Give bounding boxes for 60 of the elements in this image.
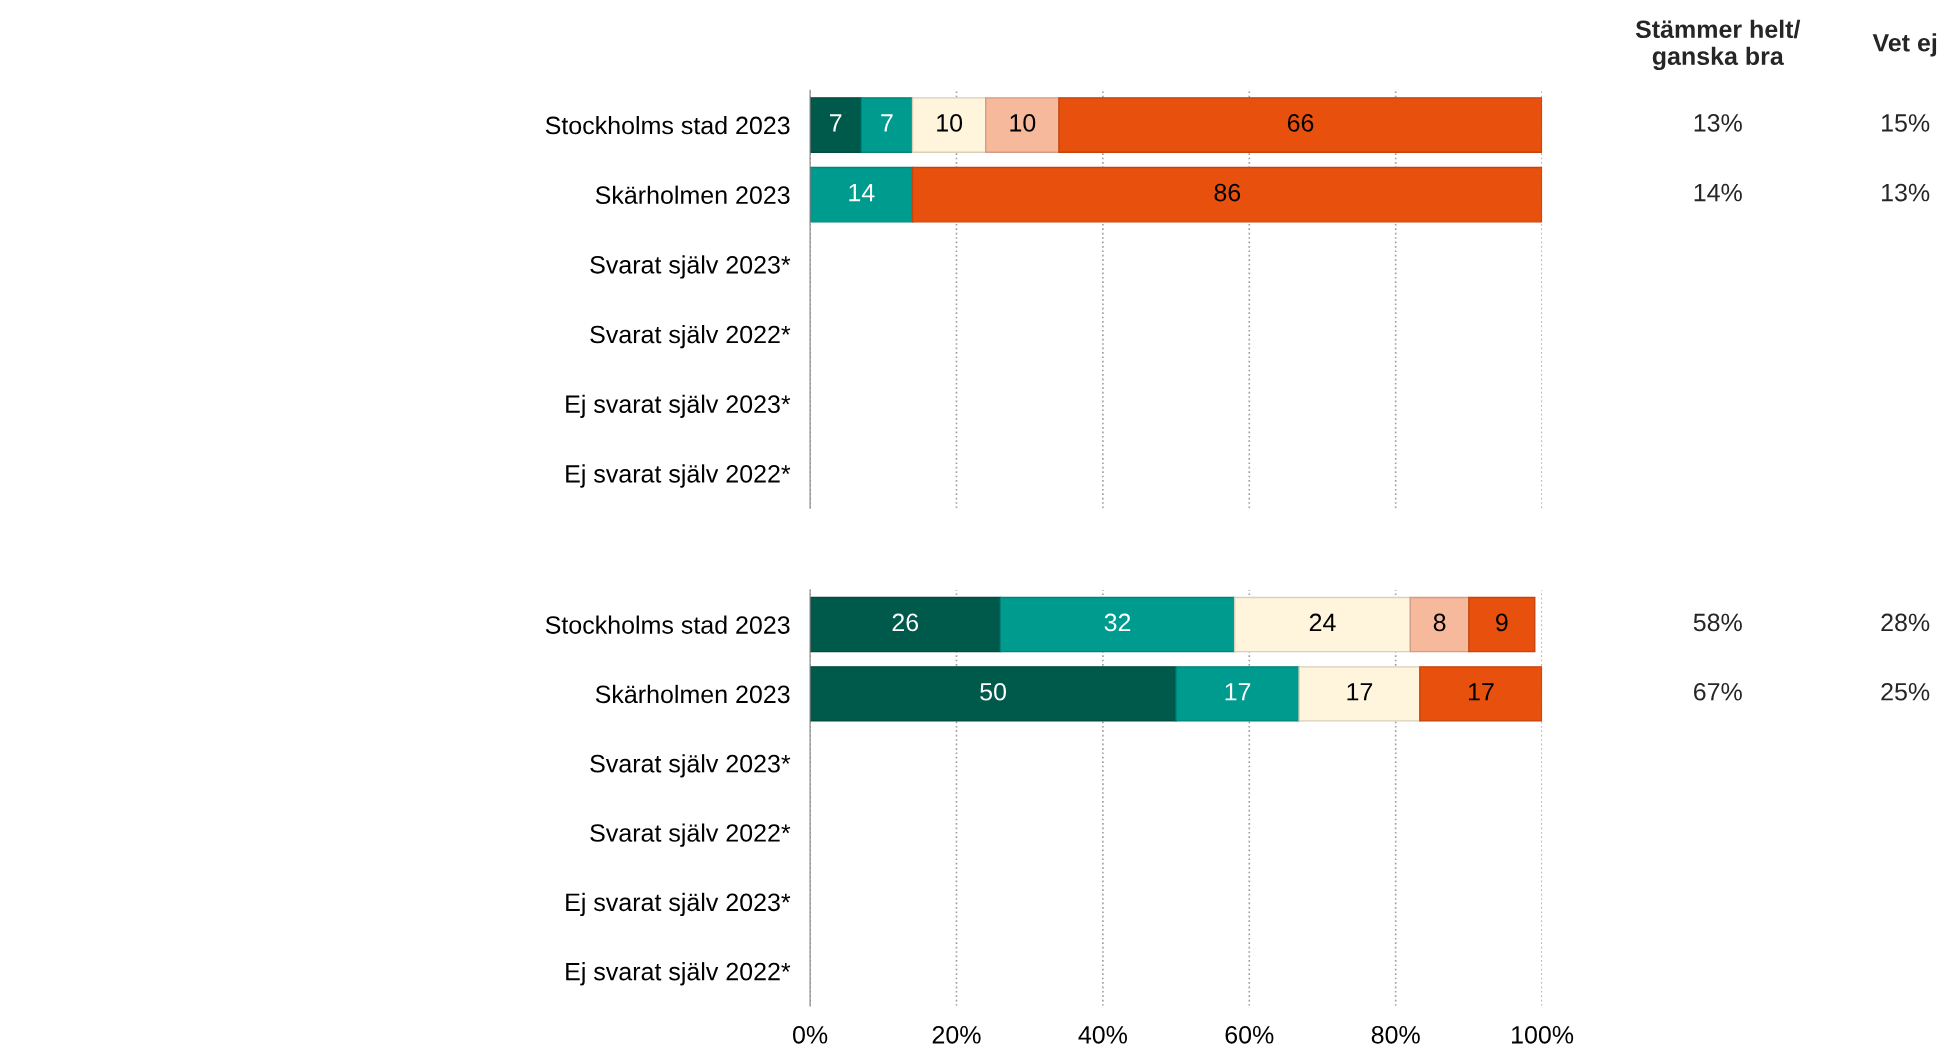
y-tick-label: Ej svarat själv 2023*: [566, 394, 791, 418]
data-label: 10: [937, 114, 963, 132]
bar: [1468, 596, 1536, 653]
y-tick-label: Svarat själv 2022*: [590, 823, 791, 847]
data-label: 50: [980, 682, 1007, 701]
text: 25%: [1881, 682, 1930, 701]
text: 13%: [1694, 114, 1742, 132]
y-tick-label: Stockholms stad 2023: [545, 115, 790, 135]
x-tick-label: 80%: [1371, 1025, 1420, 1044]
data-label: 14: [849, 183, 875, 202]
bar: [810, 97, 863, 153]
bar: [1233, 596, 1412, 653]
x-tick-label: 100%: [1512, 1025, 1574, 1044]
data-label: 17: [1225, 683, 1251, 701]
text: 58%: [1693, 613, 1742, 632]
y-tick-label: Stockholms stad 2023: [545, 615, 790, 634]
data-label: 66: [1287, 114, 1314, 132]
text: 15%: [1882, 114, 1930, 132]
text: 14%: [1694, 183, 1742, 202]
data-label: 10: [1010, 114, 1036, 132]
x-tick-label: 0%: [792, 1025, 828, 1044]
bar: [999, 596, 1236, 653]
data-label: 8: [1433, 613, 1446, 632]
x-tick-label: 60%: [1225, 1025, 1274, 1044]
data-label: 24: [1309, 613, 1336, 632]
data-label: 86: [1214, 183, 1241, 202]
data-label: 26: [892, 613, 919, 632]
y-tick-label: Svarat själv 2023*: [590, 255, 791, 279]
bar: [911, 166, 1543, 223]
data-label: 17: [1468, 683, 1494, 701]
bar: [1175, 666, 1300, 722]
data-label: 7: [881, 114, 893, 132]
bar: [985, 97, 1060, 153]
y-tick-label: Skärholmen 2023: [595, 684, 790, 704]
bar: [810, 666, 1177, 722]
data-label: 7: [830, 114, 842, 132]
bar: [1058, 97, 1543, 153]
text: Vet ej: [1872, 33, 1937, 57]
text: 28%: [1881, 613, 1930, 632]
data-label: 17: [1347, 683, 1373, 701]
bar: [1298, 666, 1421, 722]
bar: [1409, 596, 1470, 653]
y-tick-label: Ej svarat själv 2022*: [566, 464, 791, 488]
bar: [1419, 666, 1543, 722]
text: 67%: [1694, 682, 1742, 701]
text: 13%: [1882, 183, 1930, 202]
bar: [810, 596, 1002, 653]
y-tick-label: Ej svarat själv 2022*: [566, 962, 791, 986]
bar: [911, 97, 987, 153]
y-tick-label: Skärholmen 2023: [595, 185, 790, 204]
bar: [810, 166, 914, 223]
data-label: 32: [1104, 613, 1131, 632]
y-tick-label: Ej svarat själv 2023*: [566, 892, 791, 917]
y-tick-label: Svarat själv 2022*: [590, 324, 791, 349]
data-label: 9: [1496, 613, 1508, 632]
x-tick-label: 40%: [1078, 1025, 1128, 1044]
x-tick-label: 20%: [932, 1025, 981, 1044]
bar: [860, 97, 914, 153]
text: Stämmer helt/ ganska bra: [1635, 19, 1801, 71]
y-tick-label: Svarat själv 2023*: [590, 754, 791, 778]
